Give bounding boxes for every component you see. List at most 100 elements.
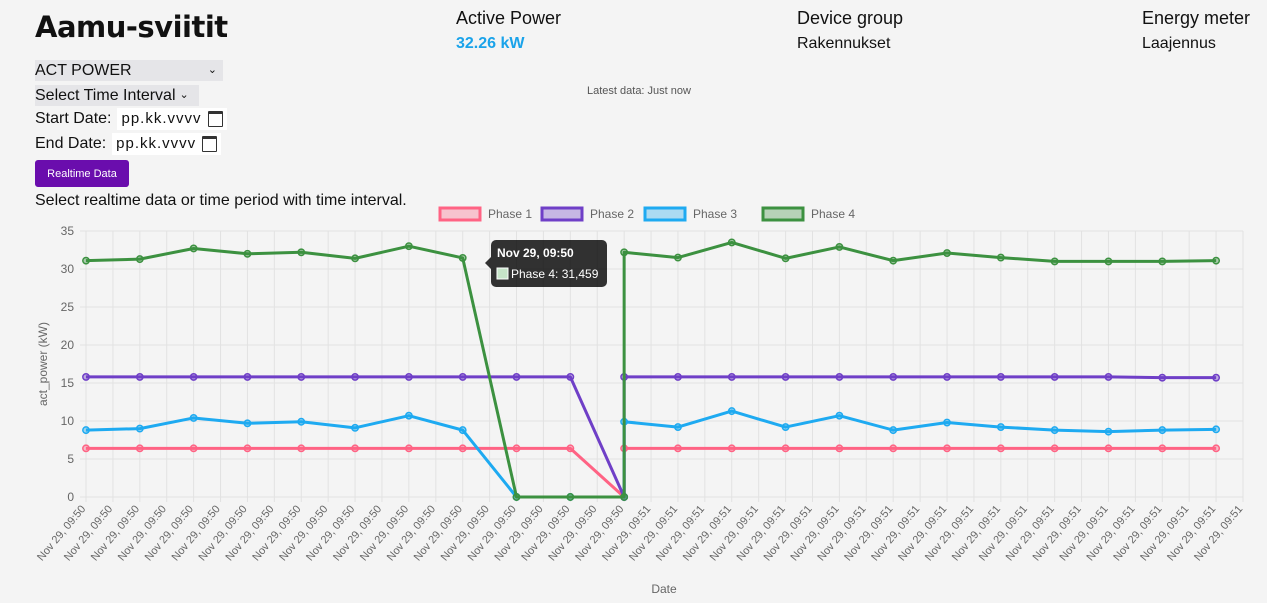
data-point (458, 444, 467, 453)
data-point (943, 249, 951, 257)
data-point (727, 372, 736, 381)
data-point (620, 248, 629, 257)
data-point (243, 372, 252, 381)
time-interval-select[interactable]: Select Time Interval ⌄ (35, 85, 199, 106)
data-point (781, 372, 790, 381)
y-tick-label: 10 (61, 414, 75, 428)
energy-meter-label: Energy meter (1142, 8, 1251, 28)
data-point (512, 372, 521, 381)
data-point (351, 444, 360, 453)
realtime-data-button[interactable]: Realtime Data (35, 160, 129, 187)
data-point (1158, 373, 1167, 382)
metric-select-value: ACT POWER (35, 62, 132, 79)
data-point (835, 444, 844, 453)
data-point (1104, 372, 1113, 381)
data-point (351, 254, 360, 263)
data-point (835, 411, 844, 420)
active-power-label: Active Power (456, 8, 562, 28)
data-point (1104, 257, 1113, 266)
data-point (82, 372, 90, 381)
calendar-icon[interactable] (202, 136, 218, 152)
data-point (996, 444, 1005, 453)
data-point (835, 372, 844, 381)
legend-label: Phase 1 (488, 207, 532, 221)
calendar-icon[interactable] (207, 111, 223, 127)
y-axis-title: act_power (kW) (36, 322, 50, 406)
data-point (189, 244, 198, 253)
tooltip-title: Nov 29, 09:50 (497, 246, 574, 260)
data-point (781, 444, 790, 453)
data-point (727, 238, 736, 247)
end-date-row: End Date: pp.kk.vvvv (35, 133, 222, 155)
data-point (781, 423, 790, 432)
data-point (996, 253, 1005, 262)
data-point (674, 444, 682, 453)
data-point (1104, 444, 1113, 453)
data-point (1212, 256, 1221, 265)
energy-meter-block: Energy meter Laajennus (1142, 8, 1250, 53)
data-point (1158, 257, 1167, 266)
data-point (243, 249, 252, 258)
data-point (1212, 444, 1221, 453)
data-point (727, 444, 736, 453)
data-point (674, 372, 682, 381)
data-point (889, 372, 898, 381)
data-point (351, 372, 360, 381)
data-point (1158, 426, 1167, 435)
chevron-down-icon: ⌄ (179, 89, 189, 101)
time-interval-select-value: Select Time Interval (35, 87, 176, 104)
data-point (404, 444, 413, 453)
data-point (512, 444, 521, 453)
device-group-block: Device group Rakennukset (797, 8, 903, 53)
data-point (1050, 372, 1059, 381)
legend-swatch (643, 206, 687, 222)
data-point (566, 444, 575, 453)
data-point (1158, 444, 1167, 453)
data-point (943, 372, 951, 381)
legend-swatch (438, 206, 482, 222)
device-group-value: Rakennukset (797, 35, 891, 52)
data-point (404, 372, 413, 381)
end-date-label: End Date: (35, 135, 107, 152)
data-point (512, 493, 521, 501)
data-point (889, 256, 898, 265)
page-title: Aamu-sviitit (35, 10, 228, 44)
data-point (889, 426, 898, 435)
data-point (297, 248, 306, 257)
metric-select[interactable]: ACT POWER ⌄ (35, 60, 223, 81)
end-date-input[interactable]: pp.kk.vvvv (112, 133, 222, 155)
data-point (135, 424, 144, 433)
data-point (1104, 427, 1113, 436)
y-tick-label: 25 (61, 300, 75, 314)
data-point (82, 256, 90, 265)
energy-meter-value: Laajennus (1142, 35, 1216, 52)
data-point (82, 444, 90, 453)
data-point (943, 444, 951, 453)
data-point (458, 253, 467, 262)
start-date-input[interactable]: pp.kk.vvvv (117, 108, 227, 130)
data-point (297, 372, 306, 381)
data-point (943, 418, 951, 427)
data-point (243, 444, 252, 453)
data-point (889, 444, 898, 453)
y-tick-label: 30 (61, 262, 75, 276)
data-point (566, 372, 575, 381)
end-date-placeholder: pp.kk.vvvv (116, 135, 197, 152)
y-tick-label: 35 (61, 224, 75, 238)
data-point (674, 423, 682, 432)
data-point (458, 372, 467, 381)
data-point (189, 414, 198, 422)
chevron-down-icon: ⌄ (207, 64, 217, 76)
data-point (1212, 425, 1221, 434)
data-point (404, 411, 413, 420)
data-point (82, 426, 90, 435)
data-point (835, 243, 844, 251)
x-axis-title: Date (651, 582, 677, 596)
y-tick-label: 20 (61, 338, 75, 352)
active-power-value: 32.26 kW (456, 35, 525, 52)
legend-swatch (540, 206, 584, 222)
tooltip-caret (485, 257, 491, 269)
y-tick-label: 5 (67, 452, 74, 466)
data-point (996, 372, 1005, 381)
